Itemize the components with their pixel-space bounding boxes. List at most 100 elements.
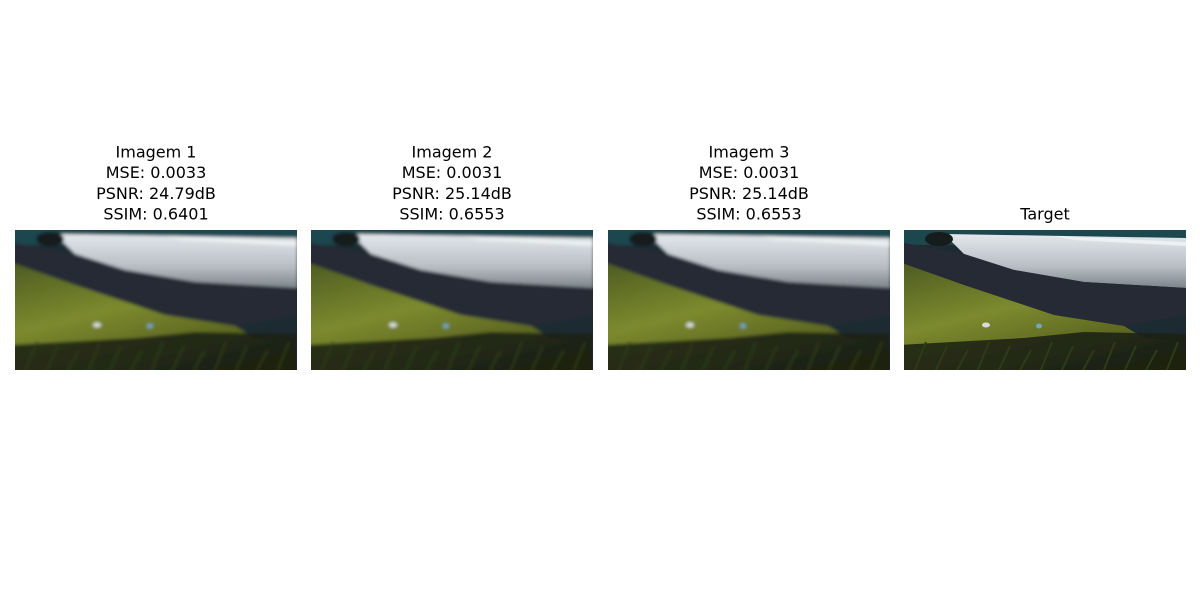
grass-blade — [1060, 345, 1074, 370]
beach — [15, 242, 297, 326]
grass-blade — [425, 349, 439, 370]
beach — [904, 242, 1186, 326]
grass-blade — [976, 341, 990, 370]
grass-blade — [827, 345, 841, 370]
grass-blade — [743, 341, 757, 370]
grass-blade — [997, 345, 1011, 370]
grass-blade — [785, 349, 799, 370]
grass-blade — [572, 341, 586, 370]
grass-blade — [1039, 341, 1053, 370]
beach — [311, 242, 593, 326]
grass-blade — [255, 349, 269, 370]
grass-blade — [551, 349, 565, 370]
rock — [332, 232, 360, 246]
grass-blade — [869, 341, 883, 370]
wave-line — [758, 236, 890, 246]
grass-blade — [66, 349, 80, 370]
surf — [351, 234, 593, 288]
surf — [648, 234, 890, 288]
panel-title: SSIM: 0.6401 — [103, 205, 208, 224]
figure-blue — [147, 323, 153, 329]
grass-blade — [722, 349, 736, 370]
wave-line — [165, 236, 297, 246]
panel-title: PSNR: 25.14dB — [392, 184, 512, 203]
scene — [608, 230, 903, 372]
panel-title: PSNR: 25.14dB — [689, 184, 809, 203]
grass-blade — [617, 341, 631, 370]
figure-blue — [1036, 323, 1042, 329]
grass-blade — [362, 349, 376, 370]
rock — [629, 232, 657, 246]
shadow — [311, 332, 593, 370]
grass-blade — [1123, 345, 1137, 370]
figure-blue — [443, 323, 449, 329]
grass-blade — [659, 349, 673, 370]
panel-title: Imagem 1 — [116, 142, 197, 161]
grass-blade — [1018, 349, 1032, 370]
panel-title: SSIM: 0.6553 — [399, 205, 504, 224]
grass-blade — [806, 341, 820, 370]
grass-blade — [45, 345, 59, 370]
panel-title: Imagem 2 — [412, 142, 493, 161]
grass-blade — [192, 349, 206, 370]
grass-blade — [467, 345, 481, 370]
wave-line — [1054, 236, 1186, 246]
grass-blade — [638, 345, 652, 370]
grass-blade — [150, 341, 164, 370]
grass-blade — [1144, 349, 1158, 370]
grass-blade — [488, 349, 502, 370]
rock — [36, 232, 64, 246]
grass-blade — [764, 345, 778, 370]
panel-title: MSE: 0.0033 — [106, 163, 207, 182]
surf — [944, 234, 1186, 288]
grass-blade — [446, 341, 460, 370]
surf — [55, 234, 297, 288]
grass-blade — [594, 346, 606, 372]
scene — [904, 230, 1199, 372]
grass-blade — [891, 346, 903, 372]
scene — [15, 230, 310, 372]
grass-blade — [680, 341, 694, 370]
scene — [311, 230, 606, 372]
grass-blade — [108, 345, 122, 370]
grass-blade — [213, 341, 227, 370]
grass-blade — [1165, 341, 1179, 370]
panel-title: Target — [1019, 205, 1070, 224]
grass-blade — [383, 341, 397, 370]
panel-title: MSE: 0.0031 — [402, 163, 503, 182]
figure-white — [389, 322, 397, 328]
grass-blade — [298, 346, 310, 372]
grass-blade — [1187, 346, 1199, 372]
image — [904, 230, 1199, 372]
grass-blade — [234, 345, 248, 370]
grass-blade — [530, 345, 544, 370]
shadow — [904, 332, 1186, 370]
image — [608, 230, 903, 372]
grass-blade — [1081, 349, 1095, 370]
image — [311, 230, 606, 372]
figure-white — [93, 322, 101, 328]
grass-blade — [934, 345, 948, 370]
panel-title: MSE: 0.0031 — [699, 163, 800, 182]
grass-blade — [341, 345, 355, 370]
grass-blade — [276, 341, 290, 370]
shadow — [15, 332, 297, 370]
grass-blade — [848, 349, 862, 370]
grass-blade — [509, 341, 523, 370]
grass-blade — [955, 349, 969, 370]
grass-blade — [320, 341, 334, 370]
panel-title: SSIM: 0.6553 — [696, 205, 801, 224]
beach — [608, 242, 890, 326]
grass-blade — [404, 345, 418, 370]
shadow — [608, 332, 890, 370]
rock — [925, 232, 953, 246]
wave-line — [461, 236, 593, 246]
image — [15, 230, 310, 372]
panel-title: PSNR: 24.79dB — [96, 184, 216, 203]
grass-blade — [1102, 341, 1116, 370]
grass-blade — [87, 341, 101, 370]
grass-blade — [913, 341, 927, 370]
grass-blade — [171, 345, 185, 370]
figure-white — [686, 322, 694, 328]
